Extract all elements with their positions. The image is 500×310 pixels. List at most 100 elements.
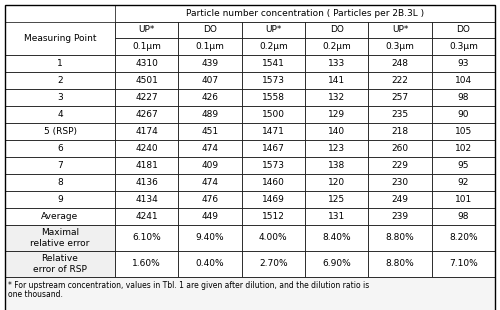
Bar (178, 55, 242, 72)
Bar (115, 72, 178, 89)
Bar (178, 191, 242, 208)
Bar (305, 140, 368, 157)
Text: 131: 131 (328, 212, 345, 221)
Bar (368, 72, 432, 89)
Bar (115, 251, 178, 277)
Bar (432, 55, 495, 72)
Bar (5, 106, 115, 123)
Bar (305, 208, 368, 225)
Text: 129: 129 (328, 110, 345, 119)
Text: 1469: 1469 (262, 195, 285, 204)
Bar (115, 5, 495, 22)
Bar (432, 174, 495, 191)
Text: 98: 98 (458, 212, 469, 221)
Text: 1500: 1500 (262, 110, 285, 119)
Bar (432, 225, 495, 251)
Bar (115, 55, 178, 72)
Text: 2.70%: 2.70% (259, 259, 288, 268)
Text: 249: 249 (392, 195, 408, 204)
Bar (5, 191, 115, 208)
Text: 7: 7 (57, 161, 63, 170)
Bar (432, 72, 495, 89)
Text: 218: 218 (392, 127, 408, 136)
Bar (368, 38, 432, 55)
Text: UP*: UP* (392, 25, 408, 34)
Text: 248: 248 (392, 59, 408, 68)
Bar (305, 251, 368, 277)
Text: 1573: 1573 (262, 161, 285, 170)
Bar (242, 123, 305, 140)
Text: 229: 229 (392, 161, 408, 170)
Bar (242, 191, 305, 208)
Bar (368, 123, 432, 140)
Bar (432, 38, 495, 55)
Text: 235: 235 (392, 110, 408, 119)
Text: 1512: 1512 (262, 212, 285, 221)
Bar (368, 208, 432, 225)
Bar (115, 38, 178, 55)
Text: 0.3μm: 0.3μm (449, 42, 478, 51)
Bar (5, 277, 495, 310)
Text: 449: 449 (202, 212, 218, 221)
Bar (368, 191, 432, 208)
Bar (432, 157, 495, 174)
Text: 132: 132 (328, 93, 345, 102)
Bar (242, 225, 305, 251)
Text: 0.1μm: 0.1μm (196, 42, 224, 51)
Text: 474: 474 (202, 178, 218, 187)
Bar (5, 140, 115, 157)
Text: UP*: UP* (138, 25, 155, 34)
Bar (305, 89, 368, 106)
Bar (368, 140, 432, 157)
Text: 4136: 4136 (135, 178, 158, 187)
Bar (242, 140, 305, 157)
Text: 92: 92 (458, 178, 469, 187)
Text: 2: 2 (57, 76, 63, 85)
Bar (115, 174, 178, 191)
Bar (368, 89, 432, 106)
Text: 1471: 1471 (262, 127, 285, 136)
Text: 260: 260 (392, 144, 408, 153)
Bar (115, 89, 178, 106)
Text: 140: 140 (328, 127, 345, 136)
Text: 4501: 4501 (135, 76, 158, 85)
Text: 8.40%: 8.40% (322, 233, 351, 242)
Text: 7.10%: 7.10% (449, 259, 478, 268)
Text: DO: DO (203, 25, 217, 34)
Bar (178, 208, 242, 225)
Bar (368, 174, 432, 191)
Text: 8.80%: 8.80% (386, 233, 414, 242)
Text: 120: 120 (328, 178, 345, 187)
Bar (115, 191, 178, 208)
Bar (5, 89, 115, 106)
Bar (242, 174, 305, 191)
Text: * For upstream concentration, values in Tbl. 1 are given after dilution, and the: * For upstream concentration, values in … (8, 281, 369, 290)
Bar (5, 157, 115, 174)
Text: 451: 451 (202, 127, 218, 136)
Bar (305, 106, 368, 123)
Text: 4181: 4181 (135, 161, 158, 170)
Text: 0.2μm: 0.2μm (322, 42, 351, 51)
Text: 4: 4 (57, 110, 63, 119)
Text: 1558: 1558 (262, 93, 285, 102)
Bar (5, 22, 115, 55)
Bar (178, 106, 242, 123)
Bar (115, 140, 178, 157)
Bar (305, 72, 368, 89)
Bar (5, 174, 115, 191)
Text: 0.3μm: 0.3μm (386, 42, 414, 51)
Bar (178, 72, 242, 89)
Text: 8.80%: 8.80% (386, 259, 414, 268)
Bar (242, 55, 305, 72)
Text: 0.1μm: 0.1μm (132, 42, 161, 51)
Text: 9: 9 (57, 195, 63, 204)
Bar (5, 225, 115, 251)
Text: 1.60%: 1.60% (132, 259, 161, 268)
Text: 5 (RSP): 5 (RSP) (44, 127, 76, 136)
Bar (115, 22, 178, 38)
Text: 95: 95 (458, 161, 469, 170)
Text: 0.40%: 0.40% (196, 259, 224, 268)
Bar (178, 157, 242, 174)
Text: 409: 409 (202, 161, 218, 170)
Text: Relative
error of RSP: Relative error of RSP (33, 254, 87, 274)
